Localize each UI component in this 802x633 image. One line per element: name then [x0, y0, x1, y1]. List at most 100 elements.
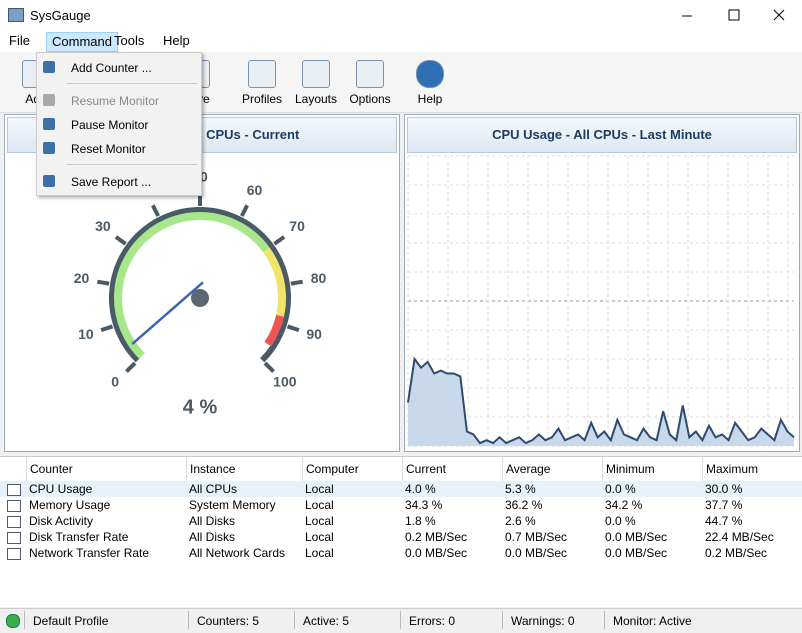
- gauge-zone: [264, 314, 284, 347]
- gauge-tick-label: 30: [95, 218, 111, 234]
- command-menu: Add Counter ... Resume Monitor Pause Monit…: [36, 52, 202, 196]
- toolbar-label: Profiles: [241, 92, 282, 106]
- table-cell: Disk Activity: [29, 514, 94, 528]
- menu-item[interactable]: Command: [46, 32, 118, 52]
- table-cell: 22.4 MB/Sec: [705, 530, 774, 544]
- toolbar-icon: [302, 60, 330, 88]
- table-cell: Local: [305, 482, 334, 496]
- table-cell: 0.0 %: [605, 482, 636, 496]
- window-title: SysGauge: [30, 8, 91, 23]
- menu-icon: [43, 94, 55, 106]
- table-cell: 36.2 %: [505, 498, 543, 512]
- gauge-tick-label: 80: [311, 270, 327, 286]
- menu-item[interactable]: Tools: [114, 33, 145, 48]
- row-icon: [7, 500, 21, 512]
- history-panel: CPU Usage - All CPUs - Last Minute: [404, 114, 800, 452]
- menu-separator: [67, 164, 197, 165]
- row-icon: [7, 548, 21, 560]
- row-icon: [7, 532, 21, 544]
- gauge-tick-label: 20: [74, 270, 90, 286]
- table-cell: Local: [305, 514, 334, 528]
- table-row[interactable]: [0, 513, 802, 529]
- table-cell: 0.7 MB/Sec: [505, 530, 568, 544]
- gauge-tick-label: 10: [78, 326, 94, 342]
- menu-icon: [43, 61, 55, 73]
- gauge-tick-label: 70: [289, 218, 305, 234]
- column-header: Average: [506, 462, 551, 476]
- gauge-tick-label: 90: [306, 326, 322, 342]
- menu-option[interactable]: Save Report ...: [37, 171, 201, 193]
- status-divider: [24, 611, 25, 629]
- toolbar-label: Options: [349, 92, 391, 106]
- gauge-tick: [263, 361, 275, 373]
- gauge-tick: [96, 279, 110, 286]
- menu-label: Pause Monitor: [71, 118, 149, 132]
- gauge-zone: [109, 207, 291, 363]
- table-cell: 34.3 %: [405, 498, 443, 512]
- gauge-tick-label: 100: [273, 374, 297, 390]
- column-header: Maximum: [706, 462, 759, 476]
- table-cell: 2.6 %: [505, 514, 536, 528]
- toolbar-button[interactable]: Help: [404, 56, 456, 108]
- gauge-tick: [239, 204, 249, 217]
- toolbar-button[interactable]: Profiles: [236, 56, 288, 108]
- gauge-hub: [191, 289, 209, 307]
- column-divider: [602, 457, 603, 481]
- gauge-tick: [273, 235, 286, 246]
- toolbar-icon: [416, 60, 444, 88]
- column-header: Counter: [30, 462, 73, 476]
- history-area: [408, 359, 794, 446]
- table-row[interactable]: [0, 497, 802, 513]
- status-text: Active: 5: [303, 614, 350, 628]
- toolbar-button[interactable]: Layouts: [290, 56, 342, 108]
- menu-option[interactable]: Reset Monitor: [37, 138, 201, 160]
- table-cell: All Disks: [189, 514, 236, 528]
- table-cell: All Disks: [189, 530, 236, 544]
- window-controls[interactable]: [670, 0, 802, 32]
- status-bar: Default Profile Counters: 5 Active: 5 Error…: [0, 608, 802, 633]
- menu-label: Save Report ...: [71, 175, 152, 189]
- menu-option[interactable]: Add Counter ...: [37, 57, 201, 79]
- column-header: Current: [406, 462, 447, 476]
- table-cell: Disk Transfer Rate: [29, 530, 129, 544]
- table-cell: All CPUs: [189, 482, 238, 496]
- menu-item[interactable]: File: [9, 33, 30, 48]
- table-cell: 0.2 MB/Sec: [405, 530, 468, 544]
- column-divider: [186, 457, 187, 481]
- menu-option[interactable]: Pause Monitor: [37, 114, 201, 136]
- status-text: Errors: 0: [409, 614, 456, 628]
- menu-icon: [43, 118, 55, 130]
- table-cell: Local: [305, 498, 334, 512]
- table-cell: Memory Usage: [29, 498, 111, 512]
- table-cell: 0.0 MB/Sec: [605, 530, 668, 544]
- app-icon: [8, 8, 24, 22]
- menu-label: Resume Monitor: [71, 94, 160, 108]
- toolbar-button[interactable]: Options: [344, 56, 396, 108]
- status-divider: [502, 611, 503, 629]
- gauge-zone: [114, 212, 270, 359]
- status-divider: [188, 611, 189, 629]
- table-row[interactable]: [0, 481, 802, 497]
- menu-separator: [67, 83, 197, 84]
- status-text: Counters: 5: [197, 614, 260, 628]
- row-icon: [7, 516, 21, 528]
- counter-table: Counter Instance Computer Current Average Min…: [0, 456, 802, 607]
- gauge-tick: [151, 204, 161, 217]
- menu-item[interactable]: Help: [163, 33, 190, 48]
- history-line: [407, 356, 795, 445]
- table-cell: 34.2 %: [605, 498, 643, 512]
- menu-option: Resume Monitor: [37, 90, 201, 112]
- title-bar: [0, 0, 802, 32]
- menu-icon: [43, 142, 55, 154]
- menu-label: Reset Monitor: [71, 142, 146, 156]
- table-cell: 0.0 %: [605, 514, 636, 528]
- panel-title: CPU Usage - All CPUs - Last Minute: [407, 117, 797, 153]
- toolbar-label: Help: [417, 92, 443, 106]
- status-text: Monitor: Active: [613, 614, 692, 628]
- table-cell: 30.0 %: [705, 482, 743, 496]
- gauge-tick: [290, 279, 304, 286]
- table-cell: Network Transfer Rate: [29, 546, 150, 560]
- column-header: Minimum: [606, 462, 655, 476]
